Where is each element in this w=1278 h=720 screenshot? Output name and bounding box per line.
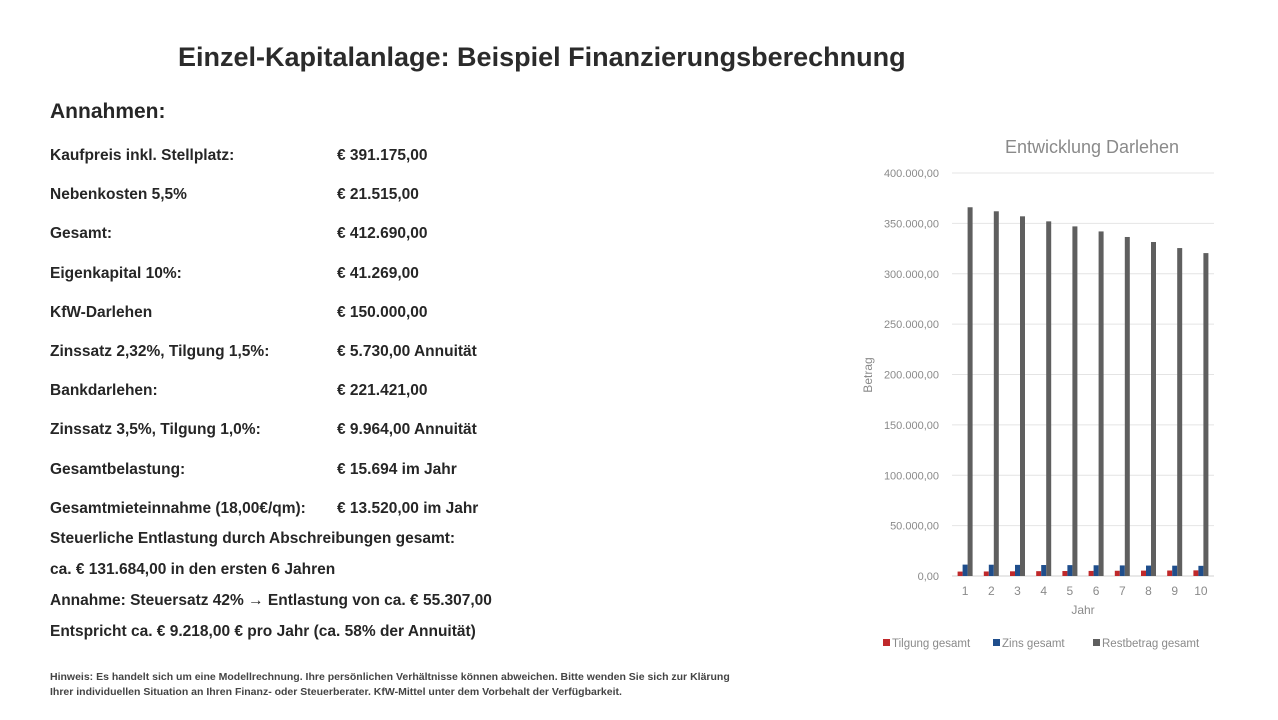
legend-swatch xyxy=(1093,639,1100,646)
x-tick-label: 7 xyxy=(1119,584,1126,598)
bar-restbetrag-gesamt xyxy=(1098,231,1104,576)
bar-zins-gesamt xyxy=(962,564,968,576)
x-tick-label: 1 xyxy=(962,584,969,598)
row-value: € 41.269,00 xyxy=(337,264,419,282)
y-tick-label: 400.000,00 xyxy=(884,168,939,180)
bar-tilgung-gesamt xyxy=(1141,570,1146,576)
bar-restbetrag-gesamt xyxy=(1072,226,1078,576)
y-tick-label: 250.000,00 xyxy=(884,319,939,331)
row-label: Eigenkapital 10%: xyxy=(50,264,182,282)
bar-tilgung-gesamt xyxy=(957,571,963,576)
y-tick-label: 0,00 xyxy=(918,571,939,583)
assumption-row: Gesamtmieteinnahme (18,00€/qm): € 13.520,… xyxy=(50,499,478,518)
tax-info-line: Steuerliche Entlastung durch Abschreibun… xyxy=(50,530,456,547)
bar-restbetrag-gesamt xyxy=(1203,253,1209,576)
assumption-row: Gesamt: € 412.690,00 xyxy=(50,225,428,243)
legend-swatch xyxy=(883,639,890,646)
row-label: Bankdarlehen: xyxy=(50,382,158,400)
legend-swatch xyxy=(993,639,1000,646)
row-value: € 5.730,00 Annuität xyxy=(337,343,477,360)
bar-zins-gesamt xyxy=(1041,565,1047,576)
row-label: Zinssatz 2,32%, Tilgung 1,5%: xyxy=(50,343,270,360)
bar-tilgung-gesamt xyxy=(1167,570,1173,576)
assumption-row: KfW-Darlehen € 150.000,00 xyxy=(50,303,428,322)
y-axis-label: Betrag xyxy=(861,357,875,392)
note-line: Ihrer individuellen Situation an Ihren F… xyxy=(50,686,622,698)
y-tick-label: 300.000,00 xyxy=(884,269,939,281)
disclaimer-note: Hinweis: Es handelt sich um eine Modellr… xyxy=(50,670,730,700)
bar-restbetrag-gesamt xyxy=(1020,216,1025,576)
bar-restbetrag-gesamt xyxy=(1046,221,1052,577)
bar-restbetrag-gesamt xyxy=(1177,248,1183,576)
y-tick-label: 100.000,00 xyxy=(884,470,939,482)
bar-restbetrag-gesamt xyxy=(1151,242,1156,577)
bar-zins-gesamt xyxy=(1146,565,1151,576)
bar-tilgung-gesamt xyxy=(1088,570,1094,576)
row-label: Kaufpreis inkl. Stellplatz: xyxy=(50,147,235,164)
bar-zins-gesamt xyxy=(1198,565,1204,576)
chart-title: Entwicklung Darlehen xyxy=(1005,137,1179,157)
x-tick-label: 5 xyxy=(1067,584,1074,598)
bar-zins-gesamt xyxy=(1067,565,1073,576)
bar-restbetrag-gesamt xyxy=(993,211,999,576)
x-tick-label: 2 xyxy=(988,584,995,598)
x-tick-label: 4 xyxy=(1040,584,1047,598)
row-label: Zinssatz 3,5%, Tilgung 1,0%: xyxy=(50,421,261,439)
row-label: Gesamt: xyxy=(50,225,113,243)
row-value: € 391.175,00 xyxy=(337,147,428,164)
bar-zins-gesamt xyxy=(1119,565,1125,576)
row-value: € 21.515,00 xyxy=(337,186,419,204)
assumption-row: Eigenkapital 10%: € 41.269,00 xyxy=(50,264,419,283)
bar-restbetrag-gesamt xyxy=(967,207,973,576)
assumption-row: Zinssatz 3,5%, Tilgung 1,0%: € 9.964,00 A… xyxy=(50,421,477,439)
row-value: € 150.000,00 xyxy=(337,303,428,321)
loan-development-chart: Entwicklung Darlehen 0,00 50.000,00 100.000… xyxy=(861,137,1214,650)
bar-tilgung-gesamt xyxy=(1114,570,1120,576)
bar-tilgung-gesamt xyxy=(1062,571,1068,576)
bar-restbetrag-gesamt xyxy=(1124,236,1130,576)
row-label: Gesamtmieteinnahme (18,00€/qm): xyxy=(50,499,306,517)
y-tick-label: 350.000,00 xyxy=(884,218,939,230)
tax-info-line: Entspricht ca. € 9.218,00 € pro Jahr (ca… xyxy=(50,623,476,640)
legend-label: Tilgung gesamt xyxy=(892,638,971,650)
row-value: € 13.520,00 im Jahr xyxy=(337,499,479,517)
assumptions-heading: Annahmen: xyxy=(50,100,166,123)
bar-tilgung-gesamt xyxy=(983,571,989,576)
legend-label: Restbetrag gesamt xyxy=(1102,638,1200,650)
bar-zins-gesamt xyxy=(1172,565,1178,576)
row-label: KfW-Darlehen xyxy=(50,303,153,321)
slide-title: Einzel-Kapitalanlage: Beispiel Finanzier… xyxy=(178,42,906,72)
y-tick-label: 50.000,00 xyxy=(890,521,939,533)
x-tick-label: 9 xyxy=(1171,584,1178,598)
bar-tilgung-gesamt xyxy=(1193,570,1199,576)
note-line: Hinweis: Es handelt sich um eine Modellr… xyxy=(50,671,730,683)
x-axis-label: Jahr xyxy=(1071,603,1094,617)
y-tick-label: 200.000,00 xyxy=(884,370,939,382)
x-tick-label: 10 xyxy=(1194,584,1208,598)
bar-tilgung-gesamt xyxy=(1036,571,1042,576)
bar-zins-gesamt xyxy=(1015,564,1020,576)
assumption-row: Nebenkosten 5,5% € 21.515,00 xyxy=(50,186,419,204)
row-value: € 9.964,00 Annuität xyxy=(337,421,477,439)
assumption-row: Kaufpreis inkl. Stellplatz: € 391.175,00 xyxy=(50,147,428,165)
y-tick-label: 150.000,00 xyxy=(884,420,939,432)
row-value: € 412.690,00 xyxy=(337,225,428,243)
row-value: € 221.421,00 xyxy=(337,382,428,400)
row-value: € 15.694 im Jahr xyxy=(337,460,457,478)
x-tick-label: 3 xyxy=(1014,584,1021,598)
row-label: Gesamtbelastung: xyxy=(50,460,186,478)
x-tick-label: 8 xyxy=(1145,584,1152,598)
bar-zins-gesamt xyxy=(1093,565,1099,576)
x-tick-label: 6 xyxy=(1093,584,1100,598)
row-label: Nebenkosten 5,5% xyxy=(50,186,187,204)
legend-label: Zins gesamt xyxy=(1002,638,1065,650)
assumption-row: Zinssatz 2,32%, Tilgung 1,5%: € 5.730,00 … xyxy=(50,343,477,361)
bar-tilgung-gesamt xyxy=(1010,571,1015,576)
tax-info-line: ca. € 131.684,00 in den ersten 6 Jahren xyxy=(50,561,336,578)
assumption-row: Gesamtbelastung: € 15.694 im Jahr xyxy=(50,460,457,479)
tax-info-line: Annahme: Steuersatz 42% → Entlastung von… xyxy=(50,592,492,609)
bar-zins-gesamt xyxy=(988,564,994,576)
assumption-row: Bankdarlehen: € 221.421,00 xyxy=(50,382,428,400)
